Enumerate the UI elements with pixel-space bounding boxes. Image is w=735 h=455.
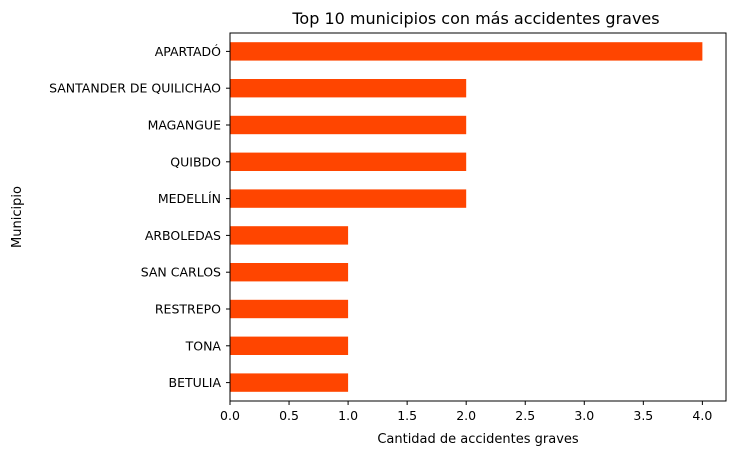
y-tick-label: RESTREPO — [155, 302, 221, 317]
x-axis-ticks: 0.0 0.5 1.0 1.5 2.0 2.5 3.0 3.5 4.0 — [220, 401, 712, 423]
y-axis-ticks: APARTADÓ SANTANDER DE QUILICHAO MAGANGUE QU… — [49, 44, 230, 390]
y-tick-label: MEDELLÍN — [158, 191, 221, 206]
plot-frame — [229, 32, 727, 402]
x-tick-label: 4.0 — [692, 408, 712, 423]
bar — [230, 226, 349, 245]
bars-group — [230, 42, 703, 392]
y-axis-label: Municipio — [10, 186, 25, 248]
x-tick-label: 2.0 — [456, 408, 476, 423]
x-tick-label: 3.5 — [633, 408, 653, 423]
y-tick-label: APARTADÓ — [155, 44, 221, 59]
bar — [230, 299, 349, 319]
y-tick-label: ARBOLEDAS — [145, 228, 221, 243]
bar — [230, 263, 349, 282]
bar — [230, 336, 349, 355]
bar — [230, 189, 467, 208]
bar — [230, 42, 703, 61]
bar — [230, 79, 467, 98]
bar — [230, 152, 467, 171]
y-tick-label: QUIBDO — [170, 154, 221, 169]
x-tick-label: 1.0 — [338, 408, 358, 423]
chart-title: Top 10 municipios con más accidentes gra… — [291, 9, 659, 28]
x-tick-label: 0.5 — [279, 408, 299, 423]
x-tick-label: 0.0 — [220, 408, 240, 423]
y-tick-label: MAGANGUE — [148, 118, 222, 133]
bar — [230, 115, 467, 135]
y-tick-label: SANTANDER DE QUILICHAO — [49, 81, 221, 96]
y-tick-label: TONA — [185, 338, 222, 353]
y-tick-label: BETULIA — [169, 375, 222, 390]
x-tick-label: 2.5 — [515, 408, 535, 423]
x-tick-label: 3.0 — [574, 408, 594, 423]
x-tick-label: 1.5 — [397, 408, 417, 423]
bar — [230, 373, 349, 392]
x-axis-label: Cantidad de accidentes graves — [377, 432, 579, 447]
y-tick-label: SAN CARLOS — [141, 265, 221, 280]
